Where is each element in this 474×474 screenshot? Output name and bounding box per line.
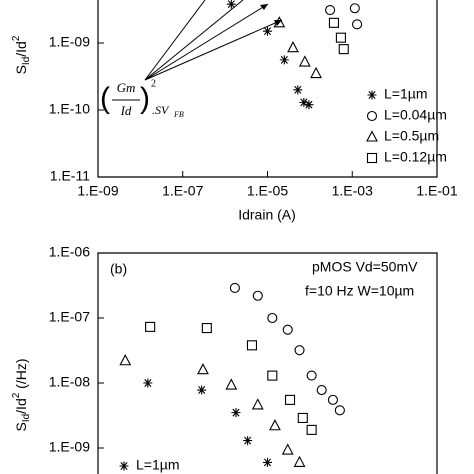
marker-triangle xyxy=(287,41,299,53)
marker-triangle xyxy=(197,363,209,375)
marker-triangle xyxy=(251,398,264,410)
legend-marker xyxy=(367,90,377,100)
formula-den: Id xyxy=(120,103,132,118)
y-tick-label: 1.E-10 xyxy=(49,101,90,117)
arrow xyxy=(144,19,283,81)
marker-triangle xyxy=(310,66,322,79)
marker-circle xyxy=(352,19,363,30)
y-tick-label: 1.E-06 xyxy=(49,244,90,260)
marker-circle xyxy=(294,345,305,356)
marker-asterisk xyxy=(263,26,272,36)
x-tick-label: 1.E-01 xyxy=(416,183,457,199)
marker-square xyxy=(328,17,340,28)
axis-frame xyxy=(97,252,438,474)
marker-circle xyxy=(334,405,345,416)
marker-asterisk xyxy=(263,457,272,467)
ylabel-part: 2 xyxy=(11,35,22,41)
formula-rest: .SV xyxy=(152,103,170,117)
marker-asterisk xyxy=(293,85,303,95)
legend-marker xyxy=(366,130,378,142)
marker-asterisk xyxy=(299,97,309,107)
formula-sup: 2 xyxy=(151,78,156,89)
arrow-head xyxy=(260,4,282,26)
marker-square xyxy=(297,412,308,423)
legend-label: L=1µm xyxy=(136,457,179,473)
marker-square xyxy=(338,44,349,55)
marker-circle xyxy=(316,384,327,396)
marker-triangle xyxy=(293,455,306,467)
annotation: f=10 Hz W=10µm xyxy=(305,283,414,299)
marker-asterisk xyxy=(231,408,241,418)
x-tick-label: 1.E-09 xyxy=(77,183,118,199)
ylabel-part: (/Hz) xyxy=(13,358,29,392)
marker-circle xyxy=(267,312,278,324)
arrow xyxy=(144,0,206,81)
marker-square xyxy=(284,394,296,405)
ylabel-part: 2 xyxy=(11,392,22,398)
ylabel-part: /Id xyxy=(13,41,29,57)
marker-circle xyxy=(252,290,263,301)
marker-triangle xyxy=(269,419,281,431)
marker-asterisk xyxy=(226,0,236,9)
legend-label: L=0.04µm xyxy=(384,107,447,123)
ylabel-part: S xyxy=(13,422,29,431)
panel-label: (b) xyxy=(110,261,127,277)
annotation: pMOS Vd=50mV xyxy=(312,259,418,275)
y-tick-label: 1.E-11 xyxy=(50,168,90,184)
marker-circle xyxy=(327,394,338,405)
marker-circle xyxy=(325,5,336,16)
marker-square xyxy=(335,32,346,43)
marker-triangle xyxy=(119,354,132,366)
y-tick-label: 1.E-09 xyxy=(49,34,90,50)
marker-circle xyxy=(229,282,240,293)
marker-circle xyxy=(349,3,360,14)
ylabel-part: Id xyxy=(21,414,32,422)
arrow xyxy=(144,3,269,81)
x-tick-label: 1.E-07 xyxy=(162,183,203,199)
ylabel-part: Id xyxy=(21,57,32,65)
formula-sub: FB xyxy=(173,110,184,119)
x-tick-label: 1.E-03 xyxy=(332,183,373,199)
y-tick-label: 1.E-08 xyxy=(49,374,90,390)
marker-square xyxy=(267,370,278,381)
marker-circle xyxy=(306,370,317,381)
marker-asterisk xyxy=(304,100,314,110)
marker-square xyxy=(201,323,212,334)
marker-triangle xyxy=(298,55,311,67)
ylabel-part: S xyxy=(13,65,29,74)
marker-asterisk xyxy=(243,436,253,446)
formula-num: Gm xyxy=(117,80,136,95)
legend-label: L=0.5µm xyxy=(384,128,439,144)
paren: ( xyxy=(100,82,110,115)
legend-label: L=1µm xyxy=(384,86,427,102)
marker-circle xyxy=(282,324,293,335)
y-tick-label: 1.E-07 xyxy=(49,309,90,325)
y-axis-label: SId/Id2 xyxy=(11,35,32,74)
paren: ) xyxy=(140,82,150,115)
marker-square xyxy=(145,321,156,332)
arrow xyxy=(144,0,244,81)
y-tick-label: 1.E-09 xyxy=(49,439,90,455)
y-axis-label: SId/Id2 (/Hz) xyxy=(11,358,32,431)
marker-triangle xyxy=(273,16,286,28)
legend-marker xyxy=(366,152,378,164)
marker-triangle xyxy=(281,443,294,455)
marker-triangle xyxy=(225,378,238,390)
formula: ( ) Gm Id 2 .SV FB xyxy=(100,0,283,119)
ylabel-part: /Id xyxy=(13,398,29,414)
x-axis-label: Idrain (A) xyxy=(238,207,296,223)
marker-asterisk xyxy=(197,385,207,395)
legend-label: L=0.12µm xyxy=(384,149,447,165)
marker-square xyxy=(246,340,258,351)
marker-square xyxy=(306,424,317,435)
legend-marker xyxy=(119,461,129,471)
marker-asterisk xyxy=(143,378,153,388)
marker-asterisk xyxy=(279,55,289,65)
x-tick-label: 1.E-05 xyxy=(247,183,288,199)
legend-marker xyxy=(366,110,378,122)
